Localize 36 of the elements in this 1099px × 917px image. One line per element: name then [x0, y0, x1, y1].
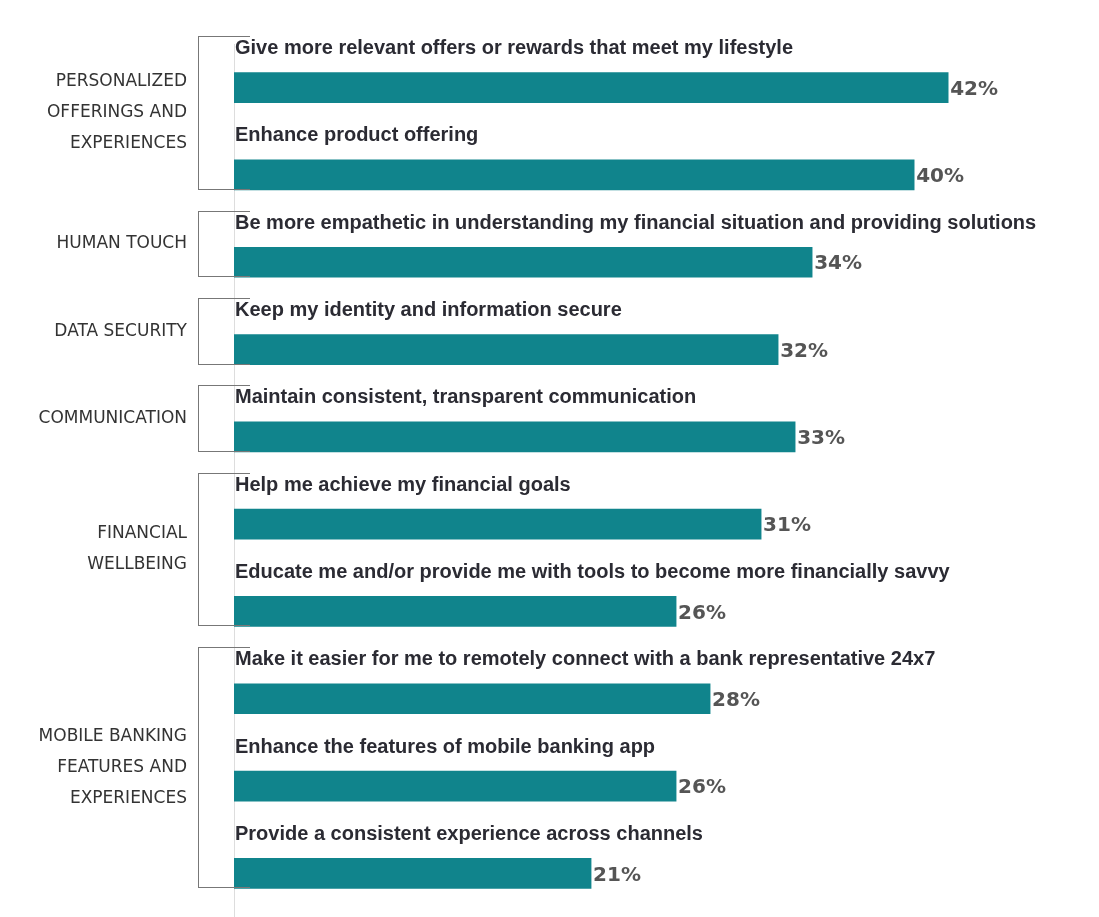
data-label: 31% [763, 512, 811, 537]
bar [234, 596, 677, 627]
data-label: 34% [814, 250, 863, 275]
data-label: 32% [780, 337, 828, 362]
text: COMMUNICATION [38, 406, 187, 427]
text: DATA SECURITY [54, 319, 188, 340]
y-tick-label: Enhance the features of mobile banking app [235, 734, 656, 757]
text: FINANCIAL WELLBEING [87, 522, 188, 574]
bar [234, 683, 711, 715]
data-label: 40% [916, 163, 965, 188]
y-tick-label: Enhance product offering [235, 123, 479, 146]
bar [234, 334, 779, 365]
bar [234, 421, 796, 453]
y-tick-label: Give more relevant offers or rewards that meet my lifestyle [235, 36, 793, 59]
text: PERSONALIZED OFFERINGS AND EXPERIENCES [46, 70, 187, 153]
y-tick-label: Provide a consistent experience across channels [235, 821, 703, 844]
y-tick-label: Keep my identity and information secure [235, 298, 622, 321]
bar [234, 72, 949, 103]
data-label: 26% [678, 774, 726, 799]
bar [234, 508, 762, 540]
data-label: 42% [950, 75, 999, 100]
bar [234, 770, 677, 802]
y-tick-label: Be more empathetic in understanding my financial situation and providing solutions [235, 210, 1037, 233]
text: HUMAN TOUCH [56, 232, 187, 253]
y-tick-label: Educate me and/or provide me with tools to become more financially savvy [235, 559, 951, 582]
data-label: 26% [678, 599, 726, 624]
data-label: 33% [797, 425, 846, 450]
y-tick-label: Maintain consistent, transparent communication [235, 385, 697, 408]
y-tick-label: Make it easier for me to remotely connect with a bank representative 24x7 [235, 647, 936, 670]
bar [234, 246, 813, 278]
bar [234, 858, 592, 889]
text: MOBILE BANKING FEATURES AND EXPERIENCES [38, 725, 187, 808]
y-tick-label: Help me achieve my financial goals [235, 472, 571, 495]
data-label: 21% [593, 861, 641, 886]
data-label: 28% [712, 686, 760, 711]
bar [234, 159, 915, 191]
